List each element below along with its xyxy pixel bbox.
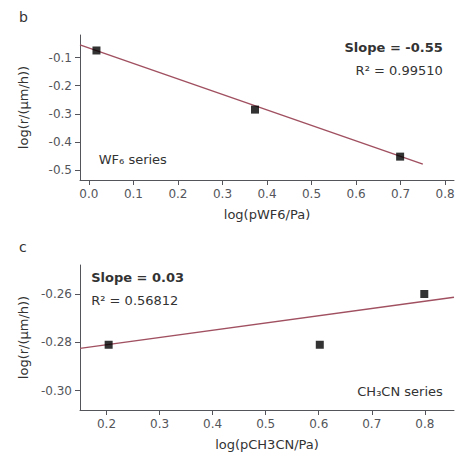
svg-text:0.3: 0.3	[213, 187, 232, 201]
svg-text:log(r/(μm/h)): log(r/(μm/h))	[16, 296, 31, 379]
svg-text:0.7: 0.7	[391, 187, 410, 201]
svg-text:0.4: 0.4	[257, 187, 276, 201]
svg-text:WF₆ series: WF₆ series	[99, 152, 167, 167]
svg-text:0.8: 0.8	[436, 187, 455, 201]
svg-text:0.7: 0.7	[362, 417, 381, 431]
svg-text:-0.2: -0.2	[49, 79, 72, 93]
svg-text:-0.30: -0.30	[41, 384, 72, 398]
svg-text:R² = 0.56812: R² = 0.56812	[91, 293, 178, 308]
svg-text:0.2: 0.2	[168, 187, 187, 201]
svg-text:b: b	[19, 9, 28, 25]
svg-text:-0.1: -0.1	[49, 51, 72, 65]
svg-text:0.6: 0.6	[347, 187, 366, 201]
svg-text:Slope = 0.03: Slope = 0.03	[91, 270, 184, 285]
svg-text:0.6: 0.6	[309, 417, 328, 431]
svg-text:-0.26: -0.26	[41, 287, 72, 301]
svg-text:-0.4: -0.4	[49, 135, 72, 149]
svg-text:CH₃CN series: CH₃CN series	[357, 384, 443, 399]
svg-text:log(pCH3CN/Pa): log(pCH3CN/Pa)	[215, 437, 319, 452]
svg-text:0.3: 0.3	[150, 417, 169, 431]
svg-text:-0.28: -0.28	[41, 335, 72, 349]
svg-text:-0.3: -0.3	[49, 107, 72, 121]
svg-text:log(r/(μm/h)): log(r/(μm/h))	[16, 66, 31, 149]
svg-text:0.5: 0.5	[302, 187, 321, 201]
svg-text:0.2: 0.2	[97, 417, 116, 431]
svg-text:0.1: 0.1	[124, 187, 143, 201]
svg-text:0.4: 0.4	[203, 417, 222, 431]
svg-text:0.8: 0.8	[415, 417, 434, 431]
svg-text:c: c	[19, 239, 27, 255]
svg-text:log(pWF6/Pa): log(pWF6/Pa)	[224, 207, 310, 222]
svg-text:Slope = -0.55: Slope = -0.55	[344, 40, 442, 55]
svg-text:0.5: 0.5	[256, 417, 275, 431]
svg-text:-0.5: -0.5	[49, 163, 72, 177]
svg-text:R² = 0.99510: R² = 0.99510	[356, 63, 443, 78]
svg-text:0.0: 0.0	[79, 187, 98, 201]
